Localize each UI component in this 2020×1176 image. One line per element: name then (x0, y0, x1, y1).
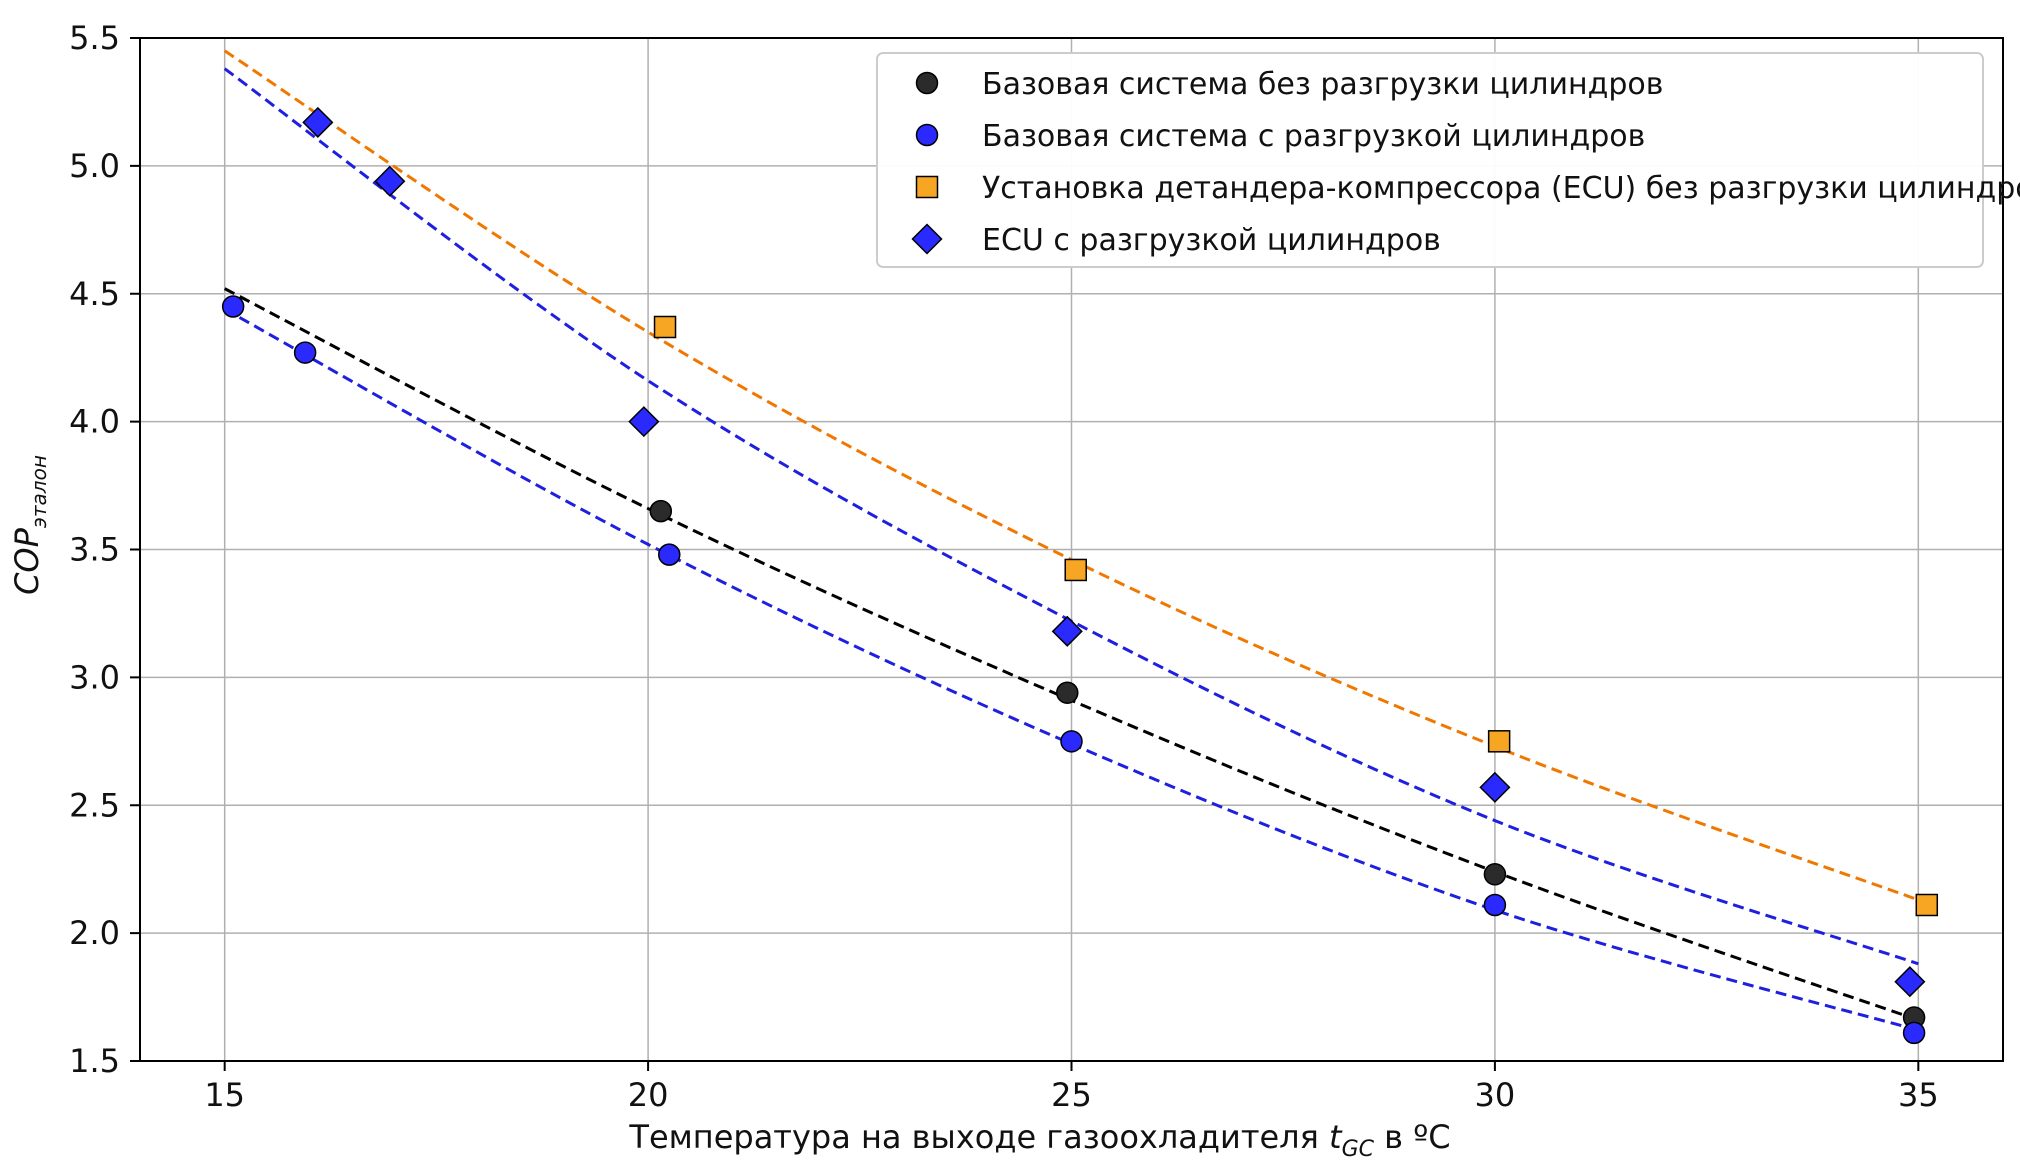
data-point-series-3 (1065, 559, 1086, 580)
y-tick-label: 4.0 (69, 403, 120, 441)
legend-label-2: Базовая система с разгрузкой цилиндров (982, 119, 1645, 154)
data-point-series-3 (1916, 894, 1937, 915)
x-tick-label: 20 (628, 1076, 669, 1114)
y-tick-label: 4.5 (69, 275, 120, 313)
data-point-series-2 (1484, 894, 1505, 915)
legend: Базовая система без разгрузки цилиндров Б… (877, 53, 2020, 267)
data-point-series-2 (1904, 1022, 1925, 1043)
data-point-series-3 (1489, 731, 1510, 752)
legend-marker-3 (917, 177, 938, 198)
y-tick-label: 2.0 (69, 914, 120, 952)
data-point-series-2 (295, 342, 316, 363)
x-tick-label: 30 (1475, 1076, 1516, 1114)
x-axis-title: Температура на выходе газоохладителя tGC… (628, 1118, 1450, 1162)
data-point-series-2 (659, 544, 680, 565)
legend-label-4: ECU с разгрузкой цилиндров (982, 223, 1441, 258)
x-tick-label: 25 (1051, 1076, 1092, 1114)
data-point-series-3 (655, 316, 676, 337)
data-point-series-1 (1057, 682, 1078, 703)
legend-marker-1 (917, 73, 938, 94)
y-tick-label: 5.0 (69, 147, 120, 185)
y-tick-label: 5.5 (69, 19, 120, 57)
legend-marker-2 (917, 125, 938, 146)
x-tick-label: 35 (1898, 1076, 1939, 1114)
data-point-series-1 (1484, 864, 1505, 885)
data-point-series-1 (650, 501, 671, 522)
x-tick-label: 15 (204, 1076, 245, 1114)
y-tick-label: 3.5 (69, 531, 120, 569)
data-point-series-2 (223, 296, 244, 317)
y-tick-label: 2.5 (69, 786, 120, 824)
data-point-series-2 (1061, 731, 1082, 752)
legend-label-3: Установка детандера-компрессора (ECU) бе… (982, 171, 2020, 206)
y-tick-label: 1.5 (69, 1042, 120, 1080)
y-tick-label: 3.0 (69, 658, 120, 696)
legend-label-1: Базовая система без разгрузки цилиндров (982, 67, 1663, 102)
